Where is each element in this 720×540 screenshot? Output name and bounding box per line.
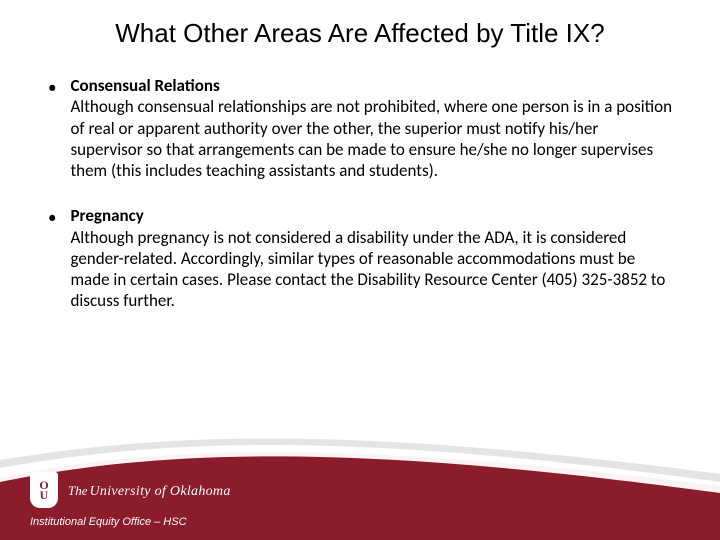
bullet-marker-icon: •	[48, 207, 56, 311]
ou-shield-letters: OU	[39, 480, 48, 500]
bullet-body: Pregnancy Although pregnancy is not cons…	[70, 205, 672, 311]
ou-shield-icon: OU	[30, 472, 58, 508]
bullet-heading: Pregnancy	[70, 205, 672, 226]
bullet-text: Although pregnancy is not considered a d…	[70, 227, 672, 312]
bullet-item: • Pregnancy Although pregnancy is not co…	[48, 205, 672, 311]
footer-caption: Institutional Equity Office – HSC	[30, 516, 187, 528]
bullet-body: Consensual Relations Although consensual…	[70, 75, 672, 181]
bullet-heading: Consensual Relations	[70, 75, 672, 96]
slide-title: What Other Areas Are Affected by Title I…	[0, 0, 720, 57]
logo-the: The	[68, 483, 88, 498]
bullet-marker-icon: •	[48, 77, 56, 181]
logo-university: University of Oklahoma	[90, 484, 231, 499]
logo-text: TheUniversity of Oklahoma	[68, 481, 231, 500]
bullet-item: • Consensual Relations Although consensu…	[48, 75, 672, 181]
slide: What Other Areas Are Affected by Title I…	[0, 0, 720, 540]
footer-band: OU TheUniversity of Oklahoma Institution…	[0, 400, 720, 540]
university-logo: OU TheUniversity of Oklahoma	[30, 472, 231, 508]
bullet-text: Although consensual relationships are no…	[70, 96, 672, 181]
content-area: • Consensual Relations Although consensu…	[0, 57, 720, 312]
